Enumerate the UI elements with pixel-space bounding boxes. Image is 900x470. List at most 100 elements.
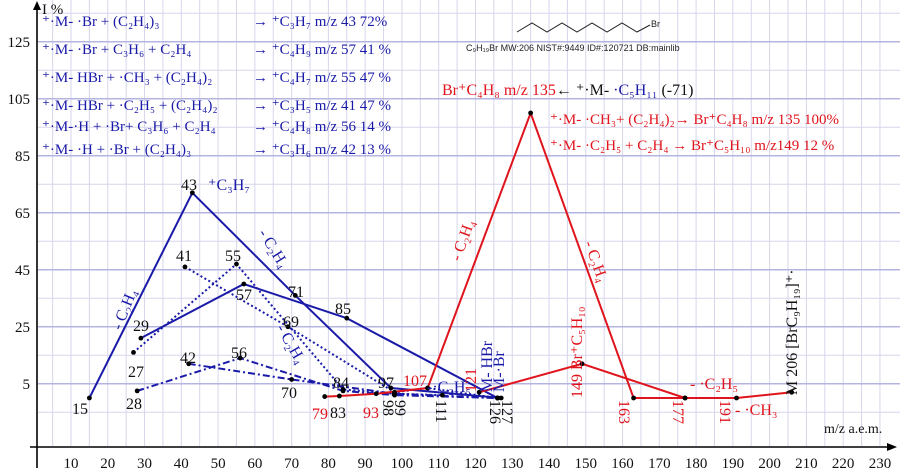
reaction-reactants: ⁺·M- ·Br + (C₂H₄)₃ xyxy=(42,14,160,30)
series-line xyxy=(132,262,443,397)
point-label: - C₂H₄ xyxy=(273,322,309,368)
data-point xyxy=(289,377,295,382)
x-tick-label: 150 xyxy=(575,456,598,470)
point-label: 15 xyxy=(72,401,88,418)
y-axis-arrow-icon xyxy=(33,1,41,10)
molecule-structure: Br xyxy=(516,19,660,33)
point-label: 127 xyxy=(498,400,515,424)
x-tick-label: 230 xyxy=(869,456,892,470)
x-tick-label: 210 xyxy=(795,456,818,470)
data-point xyxy=(292,293,298,298)
data-point xyxy=(237,355,243,361)
y-tick-label: 105 xyxy=(8,92,31,108)
data-point xyxy=(392,391,397,397)
x-tick-label: 90 xyxy=(358,456,373,470)
point-label: 85 xyxy=(335,301,351,318)
x-tick-label: 160 xyxy=(611,456,634,470)
point-label: - C₂H₄ xyxy=(448,217,479,263)
data-point xyxy=(439,392,445,398)
x-tick-label: 40 xyxy=(174,456,189,470)
y-tick-label: 65 xyxy=(15,206,30,222)
point-label: - ·CH₃ xyxy=(735,402,777,419)
x-tick-label: 140 xyxy=(538,456,561,470)
point-label: 111 xyxy=(432,400,449,423)
data-point xyxy=(186,361,192,367)
data-point xyxy=(134,388,140,394)
data-point xyxy=(337,393,342,399)
axes: 10 20 30 40 50 60 70 80 90 100 110 120 130 140 150 160 1… xyxy=(8,1,897,470)
data-point xyxy=(388,385,394,391)
point-label: 55 xyxy=(225,248,241,265)
x-tick-label: 220 xyxy=(832,456,855,470)
reaction-products: → ⁺C₃H₅ m/z 41 47 % xyxy=(253,98,391,114)
point-label: 70 xyxy=(281,385,297,402)
x-tick-label: 70 xyxy=(284,456,299,470)
point-label: 42 xyxy=(180,350,196,367)
point-label: 27 xyxy=(128,364,144,381)
point-label: 41 xyxy=(176,248,192,265)
data-point xyxy=(285,324,291,330)
data-point xyxy=(498,395,504,401)
x-tick-label: 50 xyxy=(211,456,226,470)
point-label: 57 xyxy=(236,287,252,304)
data-point xyxy=(734,395,739,401)
data-point xyxy=(340,388,346,394)
x-axis-label: m/z a.e.m. xyxy=(824,422,882,437)
point-label: M- HBr xyxy=(479,340,496,392)
y-axis-label: I % xyxy=(42,2,63,18)
reaction-reactants: ⁺·M-·H + ·Br+ C₃H₆ + C₂H₄ xyxy=(42,119,216,135)
point-label: 149 Br⁺C₅H₁₀ xyxy=(569,307,586,398)
x-axis-arrow-icon xyxy=(887,443,897,451)
y-tick-label: 125 xyxy=(8,35,31,51)
x-tick-label: 190 xyxy=(722,456,745,470)
bromine-atom-label: Br xyxy=(651,19,660,29)
point-label: 93 xyxy=(363,405,379,422)
point-label: 126 xyxy=(486,400,503,424)
point-label: 163 xyxy=(615,400,632,424)
point-label: 99 xyxy=(391,400,408,416)
reaction-reactants: ⁺·M- ·Br + C₃H₆ + C₂H₄ xyxy=(42,42,192,58)
data-point xyxy=(476,389,482,395)
point-label: 107 xyxy=(403,373,427,390)
x-tick-label: 180 xyxy=(685,456,708,470)
y-tick-label: 45 xyxy=(15,263,30,279)
point-label: -·C₂H₅ xyxy=(427,379,471,396)
point-label: 121 xyxy=(463,368,480,392)
point-label: 98 xyxy=(379,400,396,416)
x-tick-label: 10 xyxy=(64,456,79,470)
x-tick-label: 100 xyxy=(391,456,414,470)
y-tick-label: 5 xyxy=(23,377,31,393)
point-label: 56 xyxy=(231,345,247,362)
header-loss: ·C₅H₁₁ xyxy=(613,82,658,99)
data-point xyxy=(322,394,328,399)
point-label: ⁺C₃H₇ xyxy=(208,177,250,194)
reaction-reactants: ⁺·M- HBr + ·C₂H₅ + (C₂H₄)₂ xyxy=(42,98,218,114)
point-label: 97 xyxy=(378,375,394,392)
data-point xyxy=(131,350,136,355)
data-point xyxy=(789,389,795,395)
series-line xyxy=(140,282,498,399)
x-tick-label: 200 xyxy=(758,456,781,470)
data-point xyxy=(495,395,500,401)
point-label: M-·Br xyxy=(491,350,508,392)
reaction-products: → ⁺C₃H₇ m/z 43 72% xyxy=(253,14,388,30)
x-tick-label: 120 xyxy=(464,456,487,470)
point-label: 84 xyxy=(333,375,349,392)
data-point xyxy=(241,281,247,287)
x-tick-label: 30 xyxy=(137,456,152,470)
data-point xyxy=(631,395,636,401)
molecule-caption: C₉H₁₉Br MW:206 NIST#:9449 ID#:120721 DB:… xyxy=(466,43,680,53)
data-point xyxy=(682,395,688,401)
m135-header: Br⁺C₄H₈ m/z 135← ⁺·M- ·C₅H₁₁ (-71) xyxy=(442,80,693,100)
y-tick-label: 25 xyxy=(15,320,30,336)
series-line xyxy=(188,362,498,399)
reaction-reactants: ⁺·M- HBr + ·CH₃ + (C₂H₄)₂ xyxy=(42,70,213,86)
point-label: 177 xyxy=(669,400,686,424)
reaction-products: → ⁺C₃H₆ m/z 42 13 % xyxy=(253,142,391,158)
reaction-products: → ⁺C₄H₈ m/z 56 14 % xyxy=(253,119,391,135)
x-tick-label: 170 xyxy=(648,456,671,470)
x-tick-label: 110 xyxy=(428,456,450,470)
data-point xyxy=(344,315,350,321)
